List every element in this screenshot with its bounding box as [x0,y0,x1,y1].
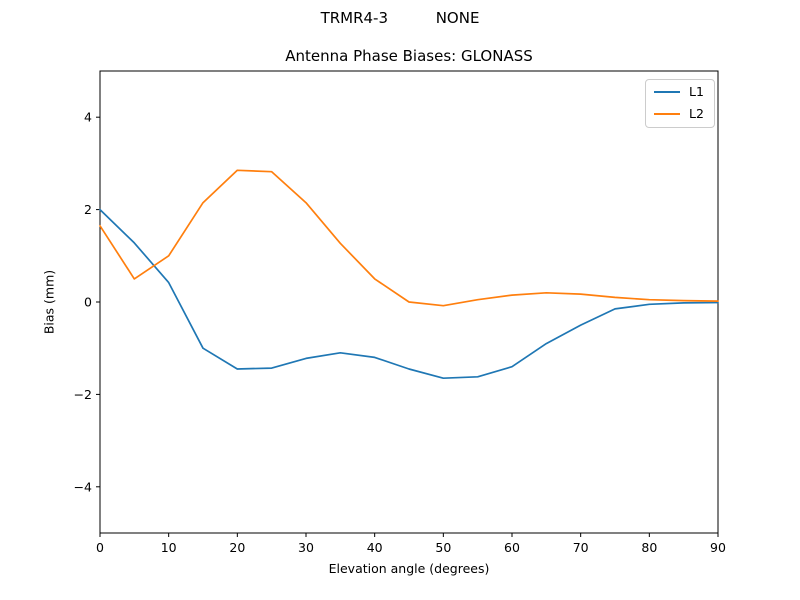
legend-item-l1: L1 [654,84,704,99]
line-l2 [99,169,719,307]
x-tick-label: 40 [367,540,383,555]
legend-item-l2: L2 [654,105,704,121]
y-axis-label: Bias (mm) [41,269,57,335]
figure-suptitle: TRMR4-3 NONE [320,9,480,27]
line-l1 [99,208,719,380]
y-tick-label: −4 [74,479,92,494]
x-tick-label: 50 [435,540,451,555]
legend: L1 L2 [645,79,715,128]
x-axis-label: Elevation angle (degrees) [328,561,490,576]
x-tick-label: 10 [161,540,177,555]
x-tick-label: 80 [641,540,657,555]
x-tick-label: 60 [504,540,520,555]
legend-label: L2 [689,105,704,121]
chart-title: Antenna Phase Biases: GLONASS [285,47,533,65]
x-tick-label: 0 [96,540,104,555]
y-tick-label: 4 [84,110,92,125]
y-tick-label: 2 [84,202,92,217]
x-tick-label: 20 [229,540,245,555]
legend-swatch-l1 [654,91,680,94]
x-tick-label: 70 [573,540,589,555]
legend-swatch-l2 [654,112,680,115]
y-tick-label: −2 [74,387,92,402]
x-tick-label: 90 [710,540,726,555]
legend-label: L1 [689,84,704,99]
y-tick-label: 0 [84,295,92,310]
x-tick-label: 30 [298,540,314,555]
